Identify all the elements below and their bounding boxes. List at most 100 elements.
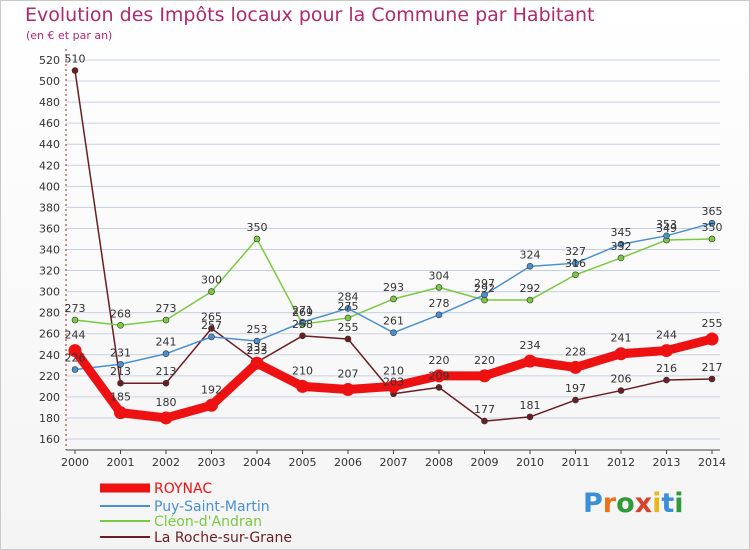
- legend-label-puy-saint-martin: Puy-Saint-Martin: [154, 499, 270, 515]
- data-point-la-roche-sur-grane: [299, 332, 306, 340]
- data-point-cl-on-d-andran: [253, 235, 261, 243]
- data-label-la-roche-sur-grane: 203: [383, 376, 404, 389]
- data-point-cl-on-d-andran: [117, 321, 124, 329]
- data-point-cl-on-d-andran: [71, 316, 79, 324]
- data-label-puy-saint-martin: 324: [520, 248, 541, 261]
- data-point-cl-on-d-andran: [526, 296, 534, 304]
- data-label-cl-on-d-andran: 350: [702, 221, 723, 234]
- x-tick-label: 2010: [516, 456, 544, 469]
- data-label-cl-on-d-andran: 292: [520, 282, 541, 295]
- data-label-roynac: 220: [429, 354, 450, 367]
- data-label-puy-saint-martin: 226: [65, 352, 86, 365]
- data-point-cl-on-d-andran: [344, 314, 352, 322]
- data-point-cl-on-d-andran: [617, 254, 625, 262]
- y-tick-label: 240: [39, 349, 60, 362]
- data-point-la-roche-sur-grane: [162, 379, 170, 387]
- data-point-roynac: [250, 356, 264, 370]
- data-label-roynac: 185: [110, 391, 131, 404]
- y-tick-label: 520: [39, 54, 60, 67]
- y-tick-label: 420: [39, 159, 60, 172]
- data-point-roynac: [205, 398, 218, 412]
- data-label-roynac: 210: [383, 364, 404, 377]
- data-point-la-roche-sur-grane: [435, 384, 443, 391]
- x-tick-label: 2002: [152, 456, 180, 469]
- logo-letter: i: [674, 488, 684, 519]
- data-label-cl-on-d-andran: 273: [65, 302, 86, 315]
- data-point-roynac: [296, 379, 309, 393]
- data-point-puy-saint-martin: [390, 329, 397, 336]
- data-label-la-roche-sur-grane: 177: [474, 403, 495, 416]
- data-label-puy-saint-martin: 365: [702, 205, 723, 218]
- x-tick-label: 2005: [289, 456, 317, 469]
- data-label-la-roche-sur-grane: 258: [292, 318, 313, 331]
- legend-label-cl-on-d-andran: Cléon-d'Andran: [154, 514, 262, 530]
- data-label-la-roche-sur-grane: 209: [429, 369, 450, 382]
- data-point-roynac: [660, 344, 673, 358]
- data-point-roynac: [114, 406, 127, 420]
- x-tick-label: 2003: [198, 456, 226, 469]
- data-point-la-roche-sur-grane: [617, 387, 625, 394]
- data-label-roynac: 232: [247, 341, 268, 354]
- data-point-la-roche-sur-grane: [117, 379, 124, 387]
- data-point-la-roche-sur-grane: [208, 325, 215, 332]
- data-label-roynac: 234: [520, 339, 541, 352]
- data-point-puy-saint-martin: [663, 232, 670, 240]
- data-point-roynac: [523, 354, 537, 368]
- data-label-puy-saint-martin: 278: [429, 297, 450, 310]
- data-point-roynac: [159, 411, 173, 425]
- data-label-puy-saint-martin: 297: [474, 277, 495, 290]
- data-label-la-roche-sur-grane: 217: [702, 361, 723, 374]
- data-point-la-roche-sur-grane: [526, 413, 534, 421]
- data-label-la-roche-sur-grane: 216: [656, 362, 677, 375]
- x-tick-label: 2014: [698, 456, 726, 469]
- data-label-la-roche-sur-grane: 265: [201, 310, 222, 323]
- data-point-cl-on-d-andran: [208, 288, 215, 295]
- data-label-puy-saint-martin: 257: [201, 319, 222, 332]
- legend-label-roynac: ROYNAC: [154, 481, 212, 497]
- data-point-puy-saint-martin: [253, 337, 261, 345]
- data-point-roynac: [705, 332, 719, 346]
- data-point-roynac: [569, 360, 582, 374]
- data-label-cl-on-d-andran: 275: [338, 300, 359, 313]
- y-tick-label: 380: [39, 201, 60, 214]
- data-point-la-roche-sur-grane: [71, 67, 79, 74]
- data-point-puy-saint-martin: [526, 263, 534, 270]
- data-label-cl-on-d-andran: 269: [292, 306, 313, 319]
- chart-title: Evolution des Impôts locaux pour la Comm…: [25, 4, 595, 26]
- data-point-puy-saint-martin: [481, 291, 488, 299]
- logo-letter: i: [652, 488, 662, 519]
- y-tick-label: 480: [39, 96, 60, 109]
- data-point-puy-saint-martin: [162, 350, 170, 358]
- data-point-roynac: [68, 344, 82, 358]
- data-label-puy-saint-martin: 327: [565, 245, 586, 258]
- chart-subtitle: (en € et par an): [26, 29, 113, 42]
- data-label-roynac: 241: [611, 332, 632, 345]
- data-point-cl-on-d-andran: [572, 271, 579, 279]
- data-point-puy-saint-martin: [344, 305, 352, 312]
- data-point-cl-on-d-andran: [435, 284, 443, 291]
- data-label-roynac: 244: [65, 329, 86, 342]
- x-tick-label: 2011: [562, 456, 590, 469]
- x-tick-label: 2008: [425, 456, 453, 469]
- data-point-roynac: [387, 379, 400, 393]
- data-label-cl-on-d-andran: 349: [656, 222, 677, 235]
- proxiti-logo: Proxiti: [583, 488, 684, 519]
- data-label-cl-on-d-andran: 268: [110, 307, 131, 320]
- data-label-la-roche-sur-grane: 255: [338, 321, 359, 334]
- data-label-cl-on-d-andran: 293: [383, 281, 404, 294]
- data-point-roynac: [478, 369, 491, 383]
- logo-letter: r: [602, 488, 617, 519]
- data-point-puy-saint-martin: [208, 333, 215, 341]
- data-point-la-roche-sur-grane: [344, 335, 352, 343]
- data-label-la-roche-sur-grane: 181: [520, 399, 541, 412]
- logo-letter: P: [583, 488, 603, 519]
- data-label-puy-saint-martin: 284: [338, 290, 359, 303]
- y-tick-label: 280: [39, 307, 60, 320]
- x-tick-label: 2012: [607, 456, 635, 469]
- y-tick-label: 300: [39, 286, 60, 299]
- x-tick-label: 2000: [61, 456, 89, 469]
- data-point-roynac: [432, 369, 446, 383]
- y-tick-label: 460: [39, 117, 60, 130]
- y-tick-label: 440: [39, 138, 60, 151]
